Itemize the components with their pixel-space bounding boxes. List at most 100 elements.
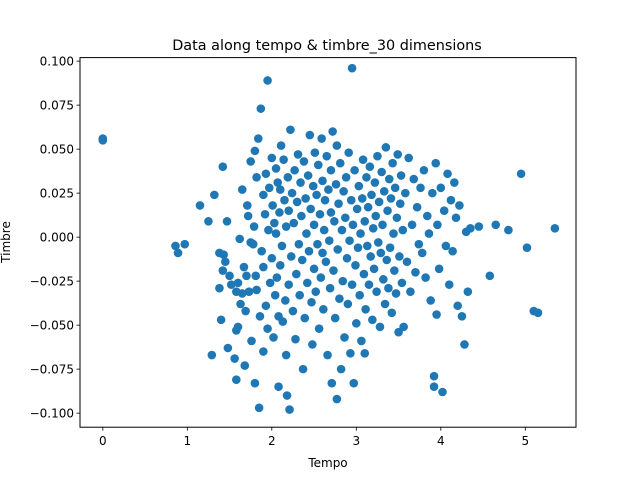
data-point bbox=[284, 280, 294, 289]
data-point bbox=[433, 220, 442, 230]
data-point bbox=[253, 134, 263, 143]
data-point bbox=[221, 257, 230, 267]
data-point bbox=[426, 296, 435, 305]
data-point bbox=[271, 229, 281, 238]
data-point bbox=[432, 310, 441, 319]
data-point bbox=[326, 165, 336, 175]
data-point bbox=[283, 172, 293, 182]
data-point bbox=[485, 271, 495, 281]
data-point bbox=[340, 333, 349, 342]
data-point bbox=[204, 216, 213, 226]
data-point bbox=[330, 313, 340, 323]
data-point bbox=[345, 236, 354, 245]
data-point bbox=[264, 225, 273, 235]
x-axis: 0 1 2 3 4 5 bbox=[99, 427, 529, 448]
data-point bbox=[380, 299, 390, 309]
data-point bbox=[281, 222, 291, 231]
data-point bbox=[416, 183, 425, 193]
y-axis: −0.100 −0.075 −0.050 −0.025 0.000 0.025 0.050 0… bbox=[30, 54, 80, 420]
data-point bbox=[331, 180, 341, 189]
data-point bbox=[362, 172, 371, 182]
data-point bbox=[339, 187, 348, 196]
data-point bbox=[429, 382, 439, 392]
plot-frame bbox=[79, 57, 577, 428]
data-point bbox=[338, 276, 348, 286]
data-point bbox=[332, 141, 342, 150]
data-point bbox=[324, 185, 333, 194]
data-point bbox=[354, 181, 364, 191]
data-point bbox=[352, 319, 361, 328]
y-tick-label: −0.100 bbox=[30, 406, 74, 420]
y-tick-label: 0.025 bbox=[40, 186, 74, 200]
data-point bbox=[398, 225, 408, 235]
y-tick-label: 0.075 bbox=[40, 98, 74, 112]
data-point bbox=[421, 273, 430, 282]
data-point bbox=[275, 185, 285, 194]
data-point bbox=[441, 241, 451, 251]
data-point bbox=[286, 252, 296, 261]
data-point bbox=[402, 257, 412, 267]
data-point bbox=[392, 213, 402, 223]
data-point bbox=[263, 76, 272, 85]
data-point bbox=[215, 283, 224, 293]
data-point bbox=[263, 324, 272, 333]
data-point bbox=[379, 187, 389, 196]
data-point bbox=[267, 153, 277, 163]
data-point bbox=[533, 308, 543, 318]
data-point bbox=[307, 297, 316, 307]
data-point bbox=[259, 262, 268, 272]
data-point bbox=[303, 171, 313, 180]
chart-title: Data along tempo & timbre_30 dimensions bbox=[172, 38, 482, 54]
data-point bbox=[438, 387, 447, 397]
data-point bbox=[343, 299, 353, 309]
data-point bbox=[264, 183, 274, 193]
data-point bbox=[195, 201, 205, 210]
data-point bbox=[439, 206, 449, 216]
data-point bbox=[277, 241, 287, 251]
data-point bbox=[244, 287, 254, 296]
data-point bbox=[279, 155, 288, 164]
data-point bbox=[370, 178, 380, 187]
data-point bbox=[357, 194, 367, 203]
data-point bbox=[346, 195, 356, 205]
data-point bbox=[330, 216, 339, 226]
data-point bbox=[240, 361, 250, 370]
data-point bbox=[375, 322, 385, 332]
data-point bbox=[216, 315, 226, 325]
data-point bbox=[378, 220, 387, 230]
data-point bbox=[259, 347, 268, 356]
data-point bbox=[407, 220, 417, 230]
data-point bbox=[302, 229, 311, 238]
data-point bbox=[344, 148, 354, 157]
data-point bbox=[404, 153, 414, 163]
data-point bbox=[219, 250, 228, 260]
data-point bbox=[247, 336, 256, 346]
data-point bbox=[431, 158, 441, 168]
data-point bbox=[460, 340, 469, 349]
data-point bbox=[297, 255, 307, 265]
data-point bbox=[294, 239, 304, 249]
data-point bbox=[550, 224, 560, 233]
y-tick-label: 0.050 bbox=[40, 142, 74, 156]
data-point bbox=[293, 150, 303, 159]
data-point bbox=[391, 289, 401, 298]
data-point bbox=[270, 290, 280, 300]
data-point bbox=[98, 136, 108, 145]
data-point bbox=[292, 269, 301, 279]
data-point bbox=[406, 287, 415, 296]
data-point bbox=[328, 127, 337, 136]
y-tick-label: −0.025 bbox=[30, 274, 74, 288]
data-point bbox=[223, 343, 233, 353]
data-point bbox=[257, 246, 266, 256]
data-point bbox=[320, 195, 330, 205]
data-point bbox=[355, 290, 364, 300]
data-point bbox=[236, 299, 245, 309]
data-point bbox=[309, 264, 319, 274]
data-point bbox=[424, 229, 434, 238]
data-point bbox=[388, 158, 397, 168]
data-point bbox=[377, 167, 386, 177]
data-point bbox=[372, 287, 381, 296]
data-point bbox=[443, 169, 452, 179]
data-point bbox=[369, 264, 379, 274]
data-point bbox=[334, 199, 343, 208]
